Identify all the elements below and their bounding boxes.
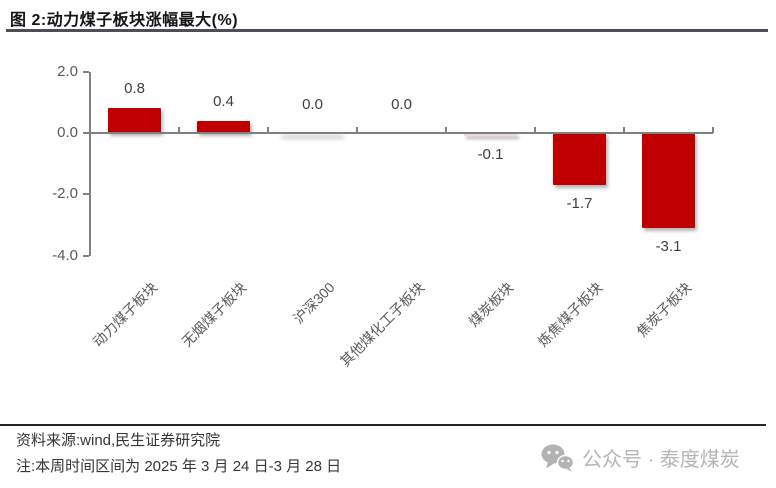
y-axis-line <box>89 71 91 256</box>
bar <box>642 133 695 229</box>
x-axis-tick <box>534 127 536 133</box>
zero-bar-shadow <box>281 135 344 139</box>
footer-divider <box>0 424 766 426</box>
category-label: 煤炭板块 <box>464 279 516 330</box>
source-text: 资料来源:wind,民生证券研究院 <box>16 432 221 449</box>
y-tick-label: -4.0 <box>52 246 78 264</box>
bar-value-label: -1.7 <box>566 195 593 213</box>
y-tick-label: -2.0 <box>52 185 78 203</box>
x-axis-tick <box>178 127 180 133</box>
y-tick-label: 0.0 <box>57 124 78 141</box>
wechat-watermark: 公众号 · 泰度煤炭 <box>541 443 740 472</box>
y-tick-label: 2.0 <box>57 62 78 80</box>
bar-value-label: 0.8 <box>124 80 145 98</box>
bar <box>553 133 606 186</box>
x-axis-tick <box>356 127 358 133</box>
coal-sector-bar-chart: 0.8 动力煤子板块 0.4 无烟煤子板块 0.0 沪深300 0.0 其他煤化工子板块 -0.… <box>52 62 714 370</box>
y-axis-tick <box>83 193 89 196</box>
bar <box>197 120 250 133</box>
x-axis-line <box>90 132 713 134</box>
x-axis-tick <box>267 127 269 133</box>
bar-value-label: -0.1 <box>477 146 504 164</box>
bar-value-label: 0.0 <box>391 96 412 113</box>
bar-value-label: -3.1 <box>655 238 682 256</box>
bar <box>464 133 517 137</box>
category-label: 炼焦煤子板块 <box>534 279 605 350</box>
x-axis-tick <box>712 127 714 133</box>
wechat-icon <box>541 444 574 472</box>
y-axis-tick <box>83 132 89 134</box>
x-axis-tick <box>623 127 625 133</box>
watermark-text: 公众号 · 泰度煤炭 <box>582 449 740 471</box>
category-label: 无烟煤子板块 <box>178 279 249 350</box>
bar-value-label: 0.4 <box>213 92 234 110</box>
category-label: 焦炭子板块 <box>633 279 694 340</box>
category-label: 其他煤化工子板块 <box>336 279 427 370</box>
title-underline <box>6 29 768 32</box>
bar <box>108 108 161 133</box>
y-axis-tick <box>83 254 89 257</box>
x-axis-tick <box>445 127 447 133</box>
bar-value-label: 0.0 <box>302 96 323 113</box>
note-text: 注:本周时间区间为 2025 年 3 月 24 日-3 月 28 日 <box>16 458 342 475</box>
y-axis-tick <box>83 70 89 73</box>
figure-title: 图 2:动力煤子板块涨幅最大(%) <box>10 12 239 29</box>
category-label: 动力煤子板块 <box>89 279 160 350</box>
category-label: 沪深300 <box>290 279 338 327</box>
